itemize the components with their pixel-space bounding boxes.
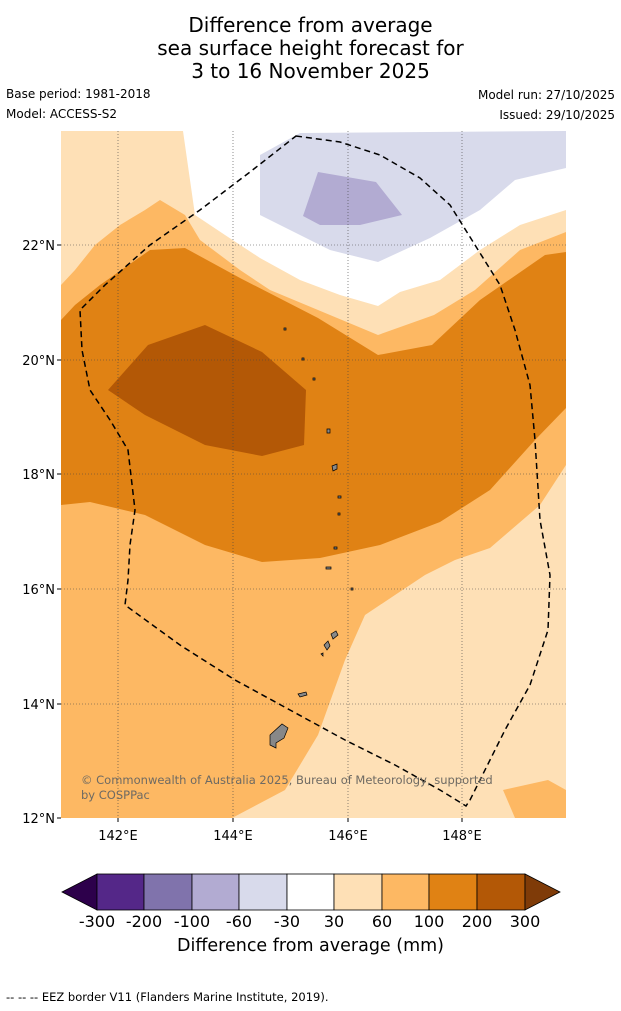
colorbar-label: Difference from average (mm) [176,936,445,956]
colorbar-bin-1 [96,873,145,911]
band-100-200 [61,248,566,562]
colorbar-ticks: -300 -200 -100 -60 -30 30 60 100 200 300 [79,912,540,931]
colorbar-tick: -30 [274,912,300,931]
lat-label-14n: 14°N [22,698,55,713]
colorbar-bin-3 [191,873,240,911]
title-line-3: 3 to 16 November 2025 [191,59,430,83]
colorbar-tick: -100 [174,912,210,931]
colorbar-bin-8 [428,873,478,911]
lon-label-144e: 144°E [213,829,253,844]
island-guam [269,723,289,749]
lon-labels: 142°E 144°E 146°E 148°E [98,818,482,844]
lat-label-12n: 12°N [22,812,55,827]
title-line-1: Difference from average [188,13,433,37]
lon-label-148e: 148°E [442,829,482,844]
island-guguan [337,512,341,516]
lon-label-146e: 146°E [328,829,368,844]
contour-layer [61,131,566,818]
colorbar-extend-high [524,873,561,911]
copyright-line-1: © Commonwealth of Australia 2025, Bureau… [81,773,493,787]
eez-border [79,135,551,808]
island-farallon-de-pajaros [283,327,287,331]
island-saipan [323,640,331,651]
island-rota [297,691,308,698]
colorbar-tick: -60 [226,912,252,931]
colorbar-tick: -200 [126,912,162,931]
lat-labels: 22°N 20°N 18°N 16°N 14°N 12°N [22,239,61,827]
band-minus60-minus30 [260,131,566,262]
colorbar [61,873,561,911]
island-farallon [350,587,354,591]
colorbar-tick: -300 [79,912,115,931]
colorbar-bin-9 [476,873,526,911]
island-tinian [330,630,339,640]
lat-label-20n: 20°N [22,354,55,369]
model-run-text: Model run: 27/10/2025 [477,88,615,102]
island-maug [301,357,305,361]
colorbar-bin-6 [333,873,383,911]
colorbar-bin-7 [381,873,430,911]
gridlines [61,131,566,818]
island-sarigan [333,546,338,550]
colorbar-tick: 100 [414,912,445,931]
colorbar-extend-low [61,873,98,911]
colorbar-tick: 300 [510,912,541,931]
island-pagan [331,463,338,472]
lon-label-142e: 142°E [98,829,138,844]
island-alamagan [337,495,342,499]
eez-legend-text: -- -- -- EEZ border V11 (Flanders Marine… [6,990,329,1004]
islands [269,327,354,749]
lat-label-16n: 16°N [22,583,55,598]
island-asuncion [312,377,316,381]
map-title: Difference from average sea surface heig… [0,14,621,83]
band-200-300 [108,325,306,456]
copyright-line-2: by COSPPac [81,788,150,802]
colorbar-tick: 30 [324,912,344,931]
model-text: Model: ACCESS-S2 [6,107,118,121]
base-period-text: Base period: 1981-2018 [6,87,151,101]
island-anatahan [325,566,332,570]
colorbar-bin-5 [286,873,335,911]
colorbar-tick: 200 [462,912,493,931]
island-aguijan [320,652,324,657]
colorbar-bin-4 [238,873,288,911]
band-30-60-southeast [232,465,566,818]
island-agrihan [326,428,331,434]
issued-text: Issued: 29/10/2025 [499,108,615,122]
colorbar-tick: 60 [372,912,392,931]
colorbar-bin-2 [143,873,193,911]
title-line-2: sea surface height forecast for [157,36,464,60]
band-60-100-patch [503,780,566,818]
band-minus100-minus60 [303,172,402,225]
lat-label-22n: 22°N [22,239,55,254]
lat-label-18n: 18°N [22,468,55,483]
